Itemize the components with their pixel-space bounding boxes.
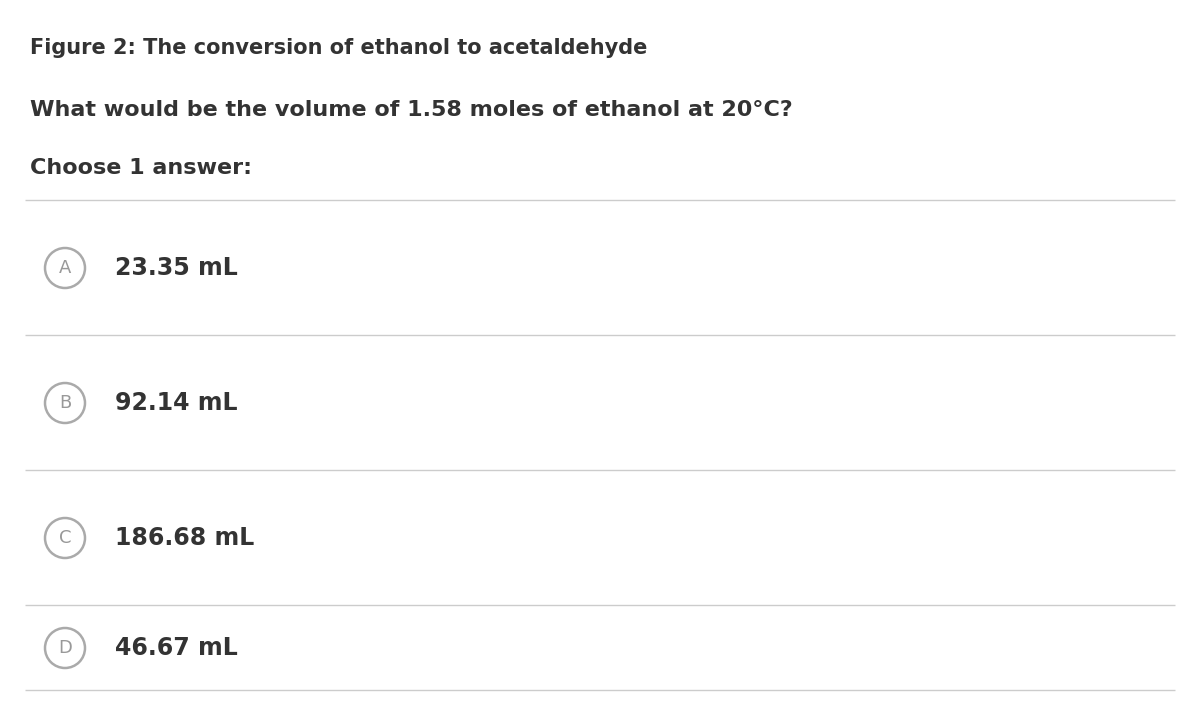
Text: 186.68 mL: 186.68 mL bbox=[115, 526, 254, 550]
Text: A: A bbox=[59, 259, 71, 277]
Text: B: B bbox=[59, 394, 71, 412]
Text: What would be the volume of 1.58 moles of ethanol at 20°C?: What would be the volume of 1.58 moles o… bbox=[30, 100, 793, 120]
Text: 23.35 mL: 23.35 mL bbox=[115, 256, 238, 280]
Text: 92.14 mL: 92.14 mL bbox=[115, 391, 238, 415]
Text: Choose 1 answer:: Choose 1 answer: bbox=[30, 158, 252, 178]
Text: Figure 2: The conversion of ethanol to acetaldehyde: Figure 2: The conversion of ethanol to a… bbox=[30, 38, 647, 58]
Text: 46.67 mL: 46.67 mL bbox=[115, 636, 238, 660]
Text: D: D bbox=[58, 639, 72, 657]
Text: C: C bbox=[59, 529, 71, 547]
